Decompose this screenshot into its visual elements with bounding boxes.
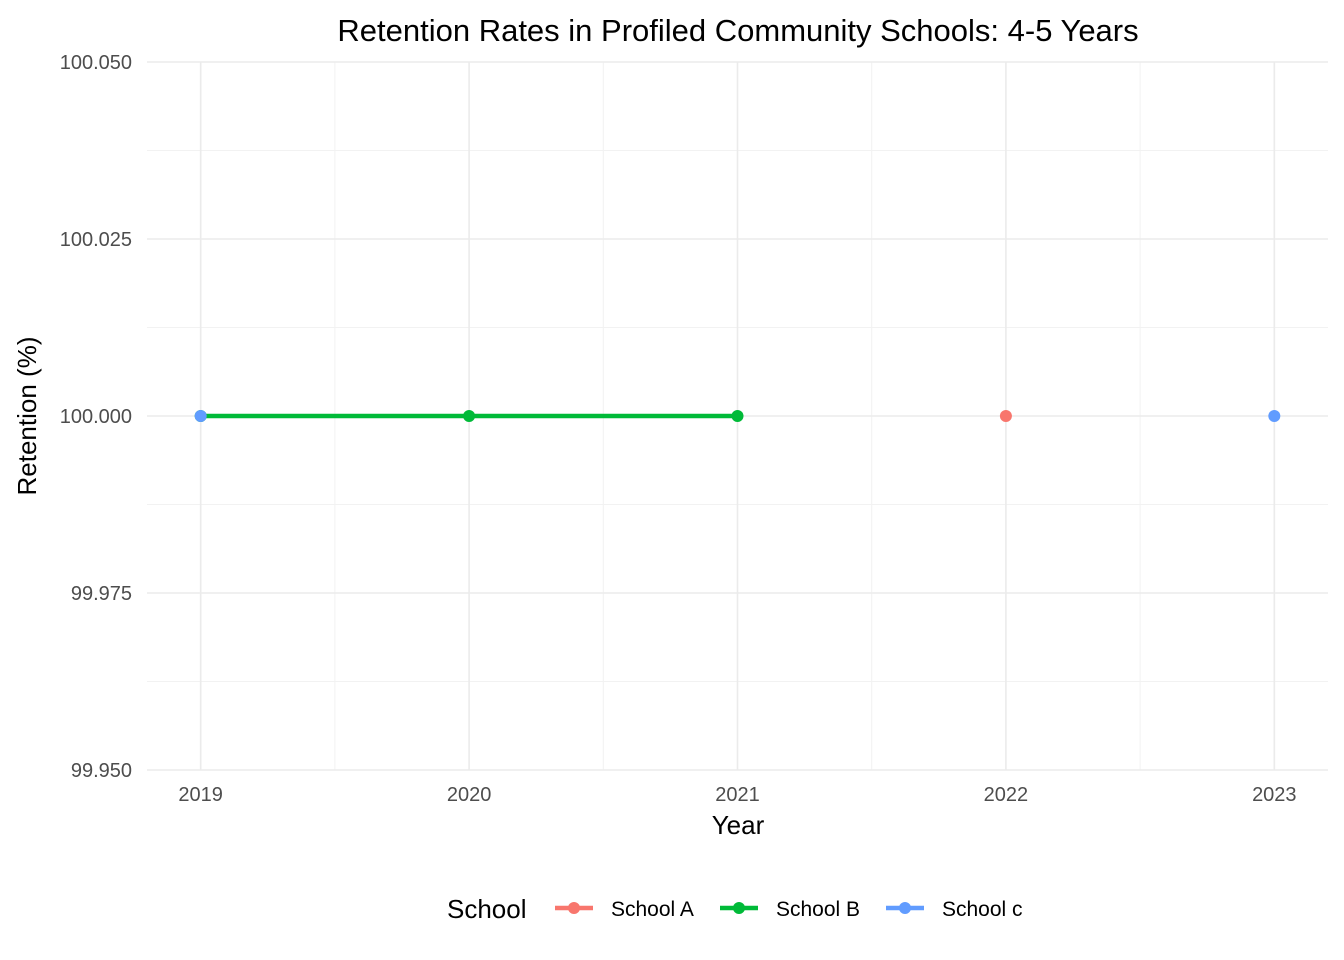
school-a-point	[999, 410, 1012, 422]
x-axis-title: Year	[712, 810, 765, 840]
legend-label: School c	[942, 898, 1023, 921]
school-b-point	[463, 410, 476, 422]
y-tick-label: 100.025	[60, 229, 132, 251]
legend-label: School B	[776, 898, 860, 921]
chart-title: Retention Rates in Profiled Community Sc…	[337, 13, 1138, 48]
school-c-point	[1268, 410, 1281, 422]
legend-items: School A School B School c	[555, 898, 1023, 921]
x-tick-label: 2019	[178, 784, 223, 806]
legend-item-school-c: School c	[886, 898, 1023, 921]
y-tick-label: 99.975	[71, 583, 132, 605]
legend-key-point	[568, 902, 580, 914]
legend-item-school-a: School A	[555, 898, 694, 921]
school-c-point	[194, 410, 207, 422]
x-tick-labels: 2019 2020 2021 2022 2023	[178, 784, 1296, 806]
school-b-point	[731, 410, 744, 422]
y-tick-labels: 99.950 99.975 100.000 100.025 100.050	[60, 52, 132, 782]
x-tick-label: 2020	[447, 784, 492, 806]
y-axis-title: Retention (%)	[12, 337, 42, 496]
legend-key-point	[899, 902, 911, 914]
legend-item-school-b: School B	[720, 898, 860, 921]
legend: School School A School B School c	[447, 894, 1023, 924]
legend-key-point	[733, 902, 745, 914]
x-tick-label: 2023	[1252, 784, 1297, 806]
x-tick-label: 2021	[715, 784, 760, 806]
y-tick-label: 99.950	[71, 760, 132, 782]
legend-title: School	[447, 894, 527, 924]
x-tick-label: 2022	[984, 784, 1029, 806]
y-tick-label: 100.050	[60, 52, 132, 74]
y-tick-label: 100.000	[60, 406, 132, 428]
legend-label: School A	[611, 898, 694, 921]
series-points	[194, 410, 1281, 422]
